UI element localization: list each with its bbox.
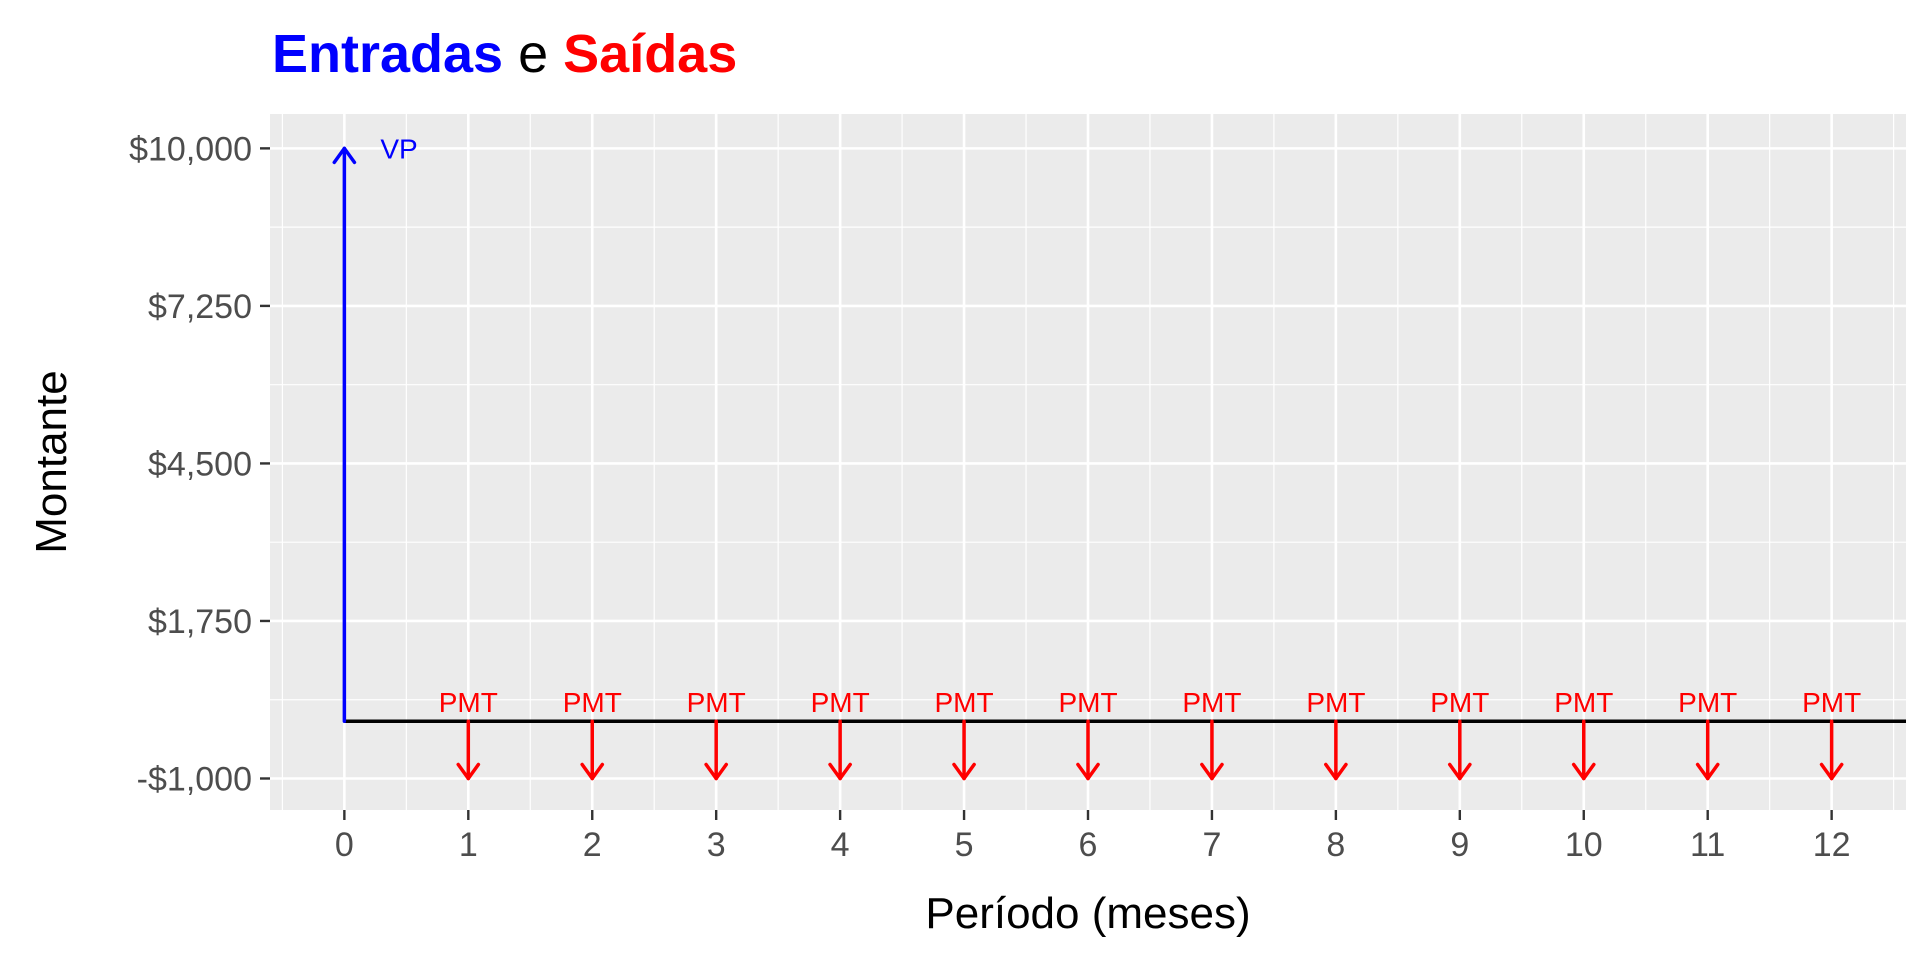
outflow-label: PMT bbox=[1058, 687, 1117, 718]
outflow-arrow-6: PMT bbox=[1182, 687, 1241, 781]
outflow-arrow-8: PMT bbox=[1430, 687, 1489, 781]
outflow-label: PMT bbox=[687, 687, 746, 718]
outflow-label: PMT bbox=[1430, 687, 1489, 718]
x-axis-title: Período (meses) bbox=[925, 889, 1250, 938]
x-tick-label: 3 bbox=[707, 826, 726, 864]
outflow-arrow-head bbox=[704, 762, 729, 781]
outflow-arrow-head bbox=[1571, 762, 1596, 781]
y-tick-label: $10,000 bbox=[129, 130, 252, 168]
x-tick-label: 9 bbox=[1450, 826, 1469, 864]
y-axis-title: Montante bbox=[27, 370, 76, 553]
outflow-label: PMT bbox=[811, 687, 870, 718]
outflow-arrow-head bbox=[952, 762, 976, 781]
x-tick-label: 11 bbox=[1690, 826, 1725, 864]
outflow-arrow-9: PMT bbox=[1554, 687, 1613, 781]
outflow-arrow-head bbox=[1324, 762, 1348, 781]
outflow-arrow-4: PMT bbox=[935, 687, 994, 781]
outflow-arrow-head bbox=[1076, 762, 1100, 781]
x-tick-label: 1 bbox=[459, 826, 478, 864]
outflow-arrow-head bbox=[580, 762, 605, 781]
x-tick-label: 0 bbox=[335, 826, 354, 864]
y-axis: -$1,000 $1,750 $4,500 $7,250 $10,000 bbox=[129, 130, 270, 798]
inflow-arrow-0: VP bbox=[332, 133, 418, 723]
x-tick-label: 10 bbox=[1565, 826, 1603, 864]
outflow-arrow-3: PMT bbox=[811, 687, 870, 781]
outflow-label: PMT bbox=[439, 687, 498, 718]
outflow-arrow-5: PMT bbox=[1058, 687, 1118, 781]
outflow-arrow-1: PMT bbox=[563, 687, 622, 781]
x-tick-label: 8 bbox=[1326, 826, 1345, 864]
x-tick-label: 7 bbox=[1202, 826, 1221, 864]
outflow-label: PMT bbox=[1182, 687, 1241, 718]
outflow-arrow-head bbox=[1819, 762, 1844, 781]
y-tick-label: $7,250 bbox=[148, 288, 252, 326]
title-part-0: Entradas bbox=[272, 24, 503, 84]
flows-layer: VP PMT PMT PMT PMT PMT PMT PMT PMT PMT PMT PMT PMT bbox=[332, 133, 1861, 781]
outflow-arrow-2: PMT bbox=[687, 687, 746, 781]
inflow-arrow-head bbox=[332, 146, 357, 165]
outflow-arrow-7: PMT bbox=[1306, 687, 1365, 781]
outflow-arrow-head bbox=[456, 762, 481, 781]
x-tick-label: 12 bbox=[1813, 826, 1851, 864]
x-tick-label: 5 bbox=[955, 826, 974, 864]
outflow-label: PMT bbox=[1306, 687, 1365, 718]
outflow-arrow-10: PMT bbox=[1678, 687, 1737, 781]
outflow-label: PMT bbox=[563, 687, 622, 718]
outflow-arrow-11: PMT bbox=[1802, 687, 1861, 781]
outflow-arrow-head bbox=[1200, 762, 1224, 781]
outflow-arrow-0: PMT bbox=[439, 687, 498, 781]
outflow-label: PMT bbox=[1678, 687, 1737, 718]
title-part-2: Saídas bbox=[563, 24, 737, 84]
inflow-label: VP bbox=[380, 133, 417, 164]
outflow-label: PMT bbox=[1802, 687, 1861, 718]
x-tick-label: 2 bbox=[583, 826, 602, 864]
y-tick-label: $1,750 bbox=[148, 603, 252, 641]
x-tick-label: 4 bbox=[831, 826, 850, 864]
outflow-arrow-head bbox=[828, 762, 852, 781]
title-part-1: e bbox=[503, 24, 563, 84]
outflow-arrow-head bbox=[1447, 762, 1472, 781]
y-tick-label: $4,500 bbox=[148, 445, 252, 483]
outflow-label: PMT bbox=[935, 687, 994, 718]
outflow-label: PMT bbox=[1554, 687, 1613, 718]
y-tick-label: -$1,000 bbox=[137, 760, 252, 798]
x-tick-label: 6 bbox=[1079, 826, 1098, 864]
x-axis: 0 1 2 3 4 5 6 7 8 9 10 11 12 bbox=[335, 810, 1851, 864]
chart-title: Entradas e Saídas bbox=[272, 24, 737, 84]
outflow-arrow-head bbox=[1695, 762, 1720, 781]
